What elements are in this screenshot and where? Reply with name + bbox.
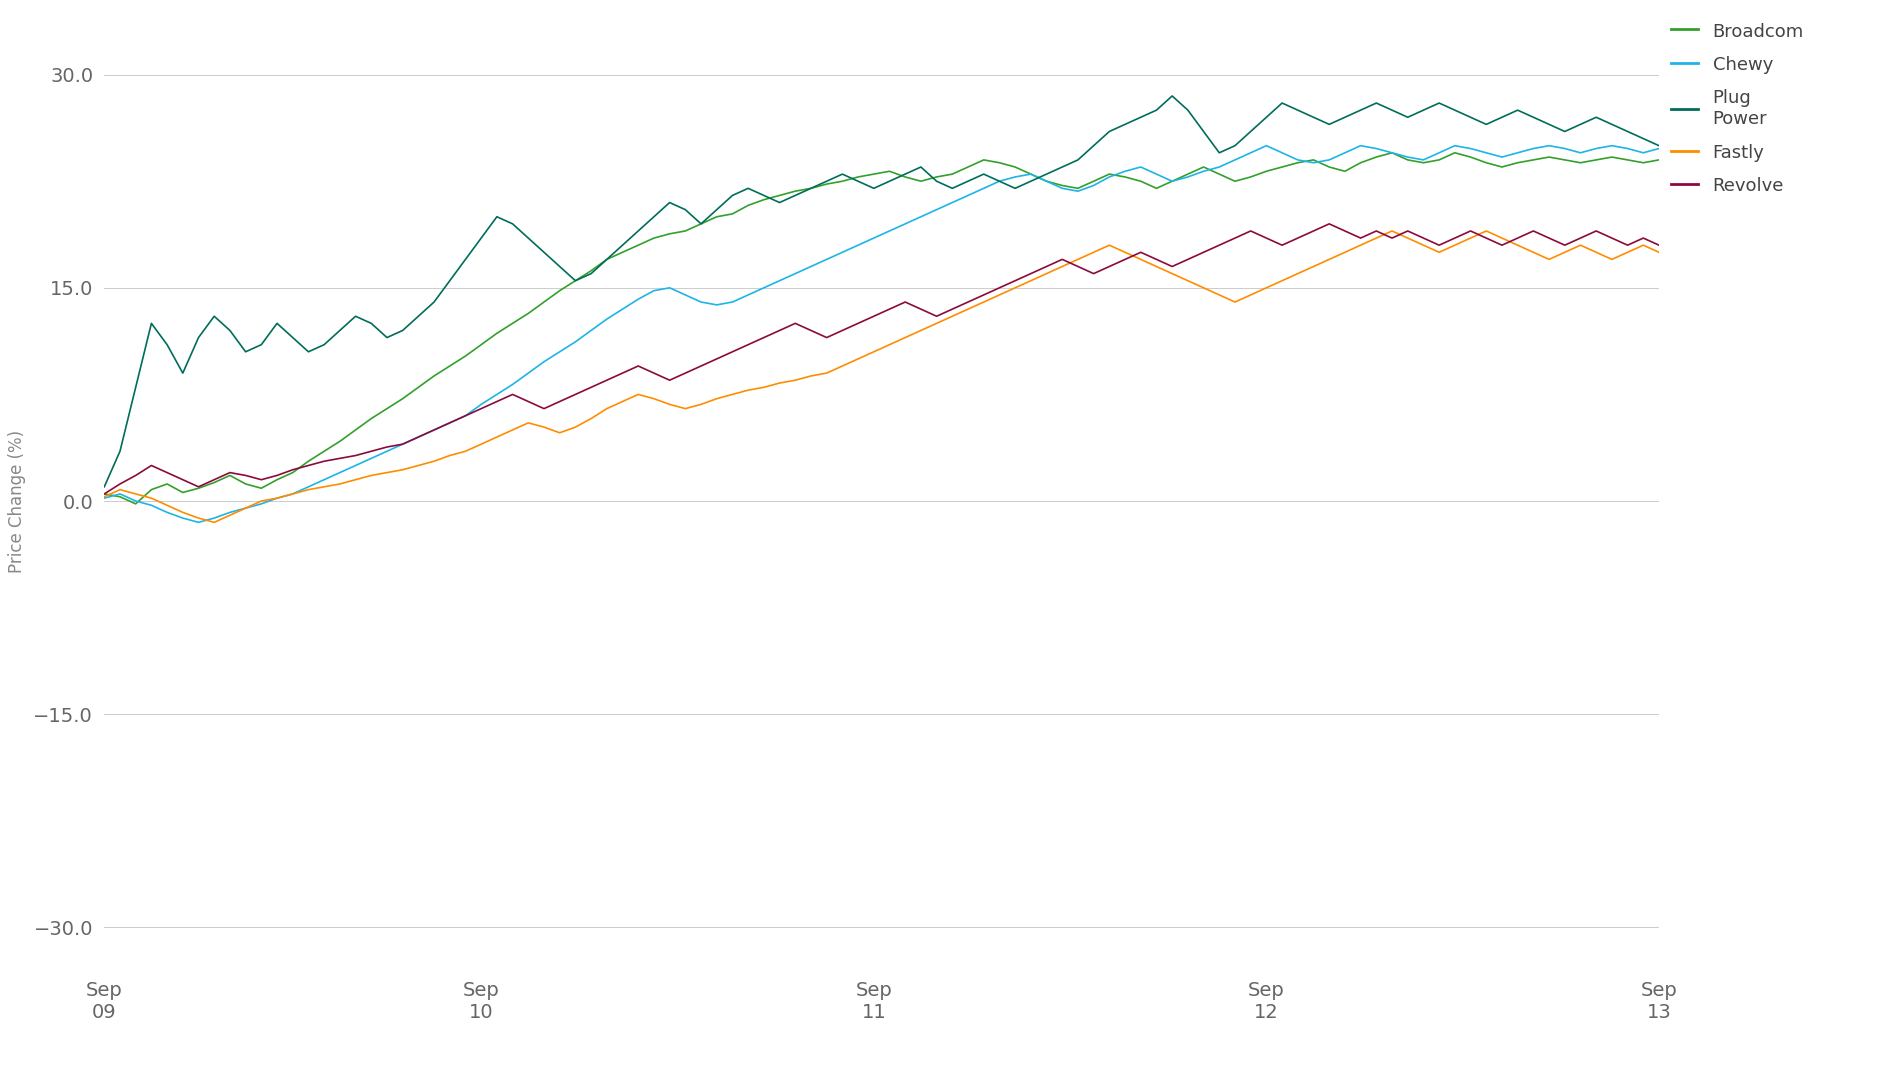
Legend: Broadcom, Chewy, Plug
Power, Fastly, Revolve: Broadcom, Chewy, Plug Power, Fastly, Rev… (1670, 22, 1803, 195)
Y-axis label: Price Change (%): Price Change (%) (8, 430, 27, 572)
